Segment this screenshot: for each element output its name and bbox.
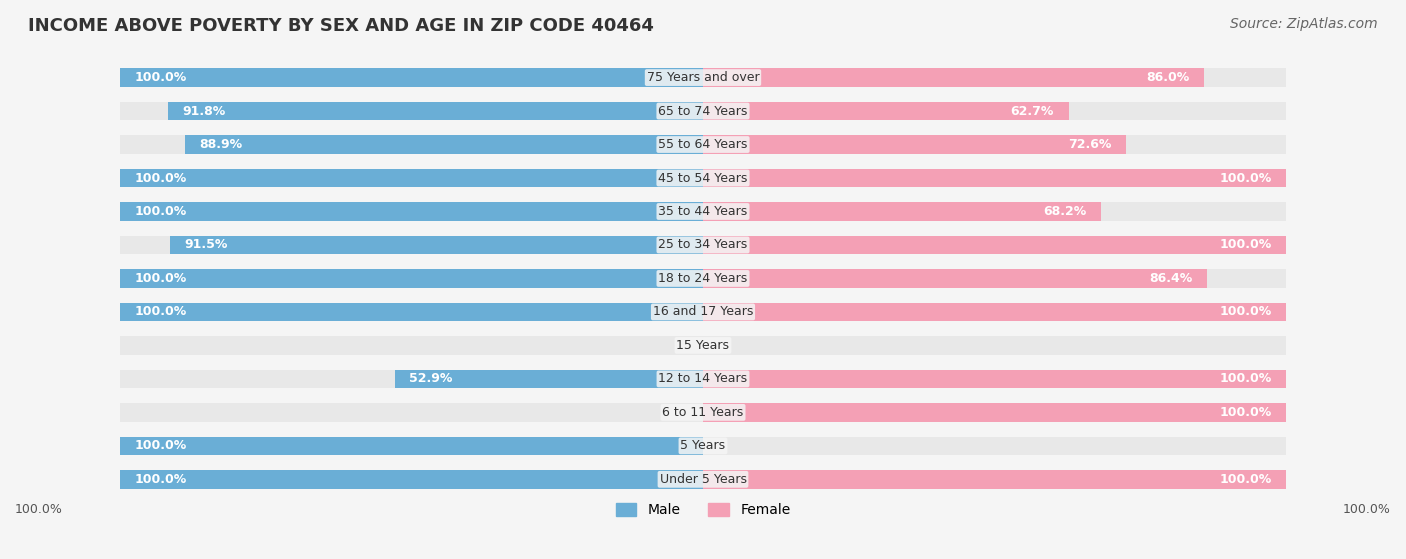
Text: INCOME ABOVE POVERTY BY SEX AND AGE IN ZIP CODE 40464: INCOME ABOVE POVERTY BY SEX AND AGE IN Z… — [28, 17, 654, 35]
Bar — [120, 102, 703, 120]
Bar — [120, 68, 703, 87]
Bar — [120, 437, 703, 455]
Text: 75 Years and over: 75 Years and over — [647, 71, 759, 84]
Text: 15 Years: 15 Years — [676, 339, 730, 352]
Bar — [120, 135, 703, 154]
Bar — [120, 236, 703, 254]
Bar — [703, 369, 1286, 388]
Text: 35 to 44 Years: 35 to 44 Years — [658, 205, 748, 218]
Bar — [703, 169, 1286, 187]
Bar — [703, 369, 1286, 388]
Bar — [703, 202, 1101, 221]
Bar — [703, 303, 1286, 321]
Text: 86.4%: 86.4% — [1149, 272, 1192, 285]
Text: 100.0%: 100.0% — [1219, 305, 1271, 319]
Bar — [703, 135, 1126, 154]
Bar — [703, 303, 1286, 321]
Text: 100.0%: 100.0% — [135, 272, 187, 285]
Text: 100.0%: 100.0% — [135, 71, 187, 84]
Text: 18 to 24 Years: 18 to 24 Years — [658, 272, 748, 285]
Bar — [120, 169, 703, 187]
Bar — [120, 403, 703, 421]
Text: 100.0%: 100.0% — [135, 439, 187, 452]
Bar — [703, 169, 1286, 187]
Bar — [703, 403, 1286, 421]
Text: 65 to 74 Years: 65 to 74 Years — [658, 105, 748, 117]
Bar — [120, 437, 703, 455]
Text: 100.0%: 100.0% — [1219, 473, 1271, 486]
Bar — [703, 470, 1286, 489]
Legend: Male, Female: Male, Female — [610, 498, 796, 523]
Bar — [120, 269, 703, 288]
Bar — [703, 269, 1206, 288]
Bar — [120, 470, 703, 489]
Bar — [703, 68, 1286, 87]
Text: 100.0%: 100.0% — [135, 205, 187, 218]
Bar — [703, 269, 1286, 288]
Text: 91.8%: 91.8% — [183, 105, 225, 117]
Text: 72.6%: 72.6% — [1069, 138, 1112, 151]
Bar — [120, 269, 703, 288]
Bar — [120, 303, 703, 321]
Bar — [120, 202, 703, 221]
Bar — [703, 437, 1286, 455]
Text: 100.0%: 100.0% — [1219, 406, 1271, 419]
Text: 100.0%: 100.0% — [1219, 372, 1271, 385]
Bar — [703, 336, 1286, 354]
Text: 100.0%: 100.0% — [1343, 503, 1391, 516]
Bar — [703, 236, 1286, 254]
Bar — [120, 202, 703, 221]
Text: Source: ZipAtlas.com: Source: ZipAtlas.com — [1230, 17, 1378, 31]
Text: 91.5%: 91.5% — [184, 239, 228, 252]
Bar — [703, 102, 1286, 120]
Bar — [703, 202, 1286, 221]
Bar — [120, 68, 703, 87]
Text: 45 to 54 Years: 45 to 54 Years — [658, 172, 748, 184]
Bar — [703, 102, 1069, 120]
Text: 100.0%: 100.0% — [135, 473, 187, 486]
Bar — [120, 369, 703, 388]
Text: 100.0%: 100.0% — [1219, 239, 1271, 252]
Text: 12 to 14 Years: 12 to 14 Years — [658, 372, 748, 385]
Bar — [120, 336, 703, 354]
Text: 5 Years: 5 Years — [681, 439, 725, 452]
Text: 100.0%: 100.0% — [135, 305, 187, 319]
Text: 100.0%: 100.0% — [1219, 172, 1271, 184]
Bar — [395, 369, 703, 388]
Bar — [120, 303, 703, 321]
Bar — [170, 236, 703, 254]
Text: 16 and 17 Years: 16 and 17 Years — [652, 305, 754, 319]
Text: 25 to 34 Years: 25 to 34 Years — [658, 239, 748, 252]
Text: 62.7%: 62.7% — [1011, 105, 1054, 117]
Text: 88.9%: 88.9% — [200, 138, 242, 151]
Bar — [120, 169, 703, 187]
Text: 52.9%: 52.9% — [409, 372, 453, 385]
Text: 100.0%: 100.0% — [15, 503, 63, 516]
Text: 6 to 11 Years: 6 to 11 Years — [662, 406, 744, 419]
Text: 55 to 64 Years: 55 to 64 Years — [658, 138, 748, 151]
Bar — [703, 68, 1205, 87]
Text: Under 5 Years: Under 5 Years — [659, 473, 747, 486]
Bar — [120, 470, 703, 489]
Bar — [703, 470, 1286, 489]
Bar — [703, 403, 1286, 421]
Text: 68.2%: 68.2% — [1043, 205, 1085, 218]
Bar — [167, 102, 703, 120]
Bar — [184, 135, 703, 154]
Bar — [703, 135, 1286, 154]
Text: 86.0%: 86.0% — [1147, 71, 1189, 84]
Text: 100.0%: 100.0% — [135, 172, 187, 184]
Bar — [703, 236, 1286, 254]
